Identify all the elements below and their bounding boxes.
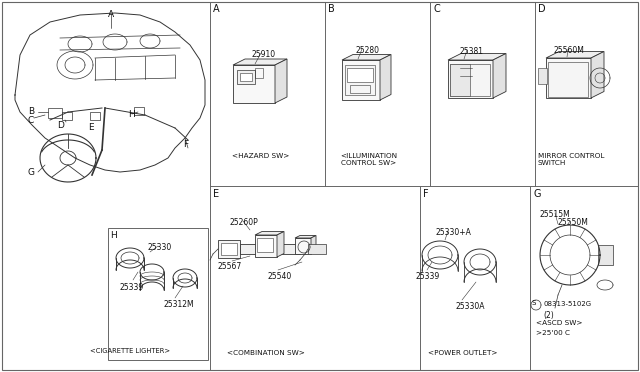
Text: 25381: 25381 [460,47,484,56]
Bar [350,85,370,93]
Text: S: S [532,300,536,306]
Text: 25312M: 25312M [163,300,194,309]
Text: 08313-5102G: 08313-5102G [543,301,591,307]
Bar [257,238,273,252]
Polygon shape [448,54,506,60]
Text: >25'00 C: >25'00 C [536,330,570,336]
Text: 25550M: 25550M [558,218,589,227]
Text: A: A [213,4,220,14]
Text: <COMBINATION SW>: <COMBINATION SW> [227,350,305,356]
Polygon shape [255,231,284,235]
Text: D: D [57,121,64,130]
Text: G: G [534,189,541,199]
Bar [240,244,300,254]
Bar [221,243,237,255]
Polygon shape [275,59,287,103]
Text: 25330A: 25330A [455,302,484,311]
Text: D: D [538,4,546,14]
Bar [450,64,490,96]
Text: E: E [213,189,219,199]
Text: <POWER OUTLET>: <POWER OUTLET> [428,350,498,356]
Bar [240,73,252,81]
Text: 25515M: 25515M [540,210,571,219]
Polygon shape [342,55,391,60]
Bar [255,68,263,78]
Bar [450,64,470,96]
Bar [134,107,144,115]
Text: B: B [28,107,34,116]
Text: 25560M: 25560M [553,46,584,55]
Polygon shape [255,235,277,257]
Text: 25567: 25567 [218,262,243,271]
Bar [308,244,326,254]
Text: A: A [108,10,114,19]
Text: 25339: 25339 [120,283,144,292]
Polygon shape [295,235,316,238]
Bar [48,108,62,118]
Text: 25339: 25339 [415,272,439,281]
Bar [218,240,240,258]
Text: <ILLUMINATION
CONTROL SW>: <ILLUMINATION CONTROL SW> [340,153,397,166]
Text: 25260P: 25260P [230,218,259,227]
Polygon shape [380,55,391,100]
Bar [345,65,375,95]
Text: 25910: 25910 [252,50,276,59]
Text: C: C [28,116,35,125]
Text: 25280: 25280 [355,46,379,55]
Polygon shape [233,65,275,103]
Text: H: H [128,110,135,119]
Text: E: E [88,123,93,132]
Text: <CIGARETTE LIGHTER>: <CIGARETTE LIGHTER> [90,348,170,354]
Text: F: F [423,189,429,199]
Text: C: C [433,4,440,14]
Text: G: G [28,168,35,177]
Text: <ASCD SW>: <ASCD SW> [536,320,582,326]
Bar [347,68,373,82]
Polygon shape [448,60,493,98]
Polygon shape [546,51,604,58]
Text: MIRROR CONTROL
SWITCH: MIRROR CONTROL SWITCH [538,153,604,166]
Bar [90,112,100,120]
Bar [237,70,255,84]
Polygon shape [591,51,604,98]
Polygon shape [342,60,380,100]
Text: B: B [328,4,335,14]
Polygon shape [311,235,316,254]
Text: H: H [110,231,116,240]
Polygon shape [233,59,287,65]
Polygon shape [295,238,311,254]
Bar [538,68,547,84]
Bar [108,228,208,360]
Bar [598,245,613,265]
Text: (2): (2) [543,311,554,320]
Text: 25330: 25330 [148,243,172,252]
Text: F: F [183,140,188,149]
Bar [62,112,72,120]
Text: 25540: 25540 [268,272,292,281]
Polygon shape [277,231,284,257]
Polygon shape [493,54,506,98]
Text: <HAZARD SW>: <HAZARD SW> [232,153,290,159]
Bar [548,62,588,97]
Polygon shape [546,58,591,98]
Text: 25330+A: 25330+A [435,228,471,237]
